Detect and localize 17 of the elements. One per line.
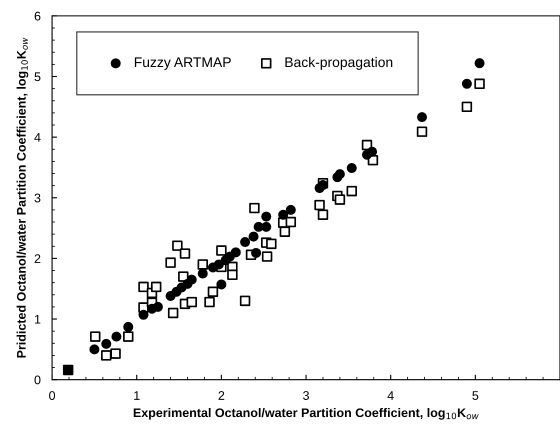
y-tick-label: 4 (34, 133, 41, 142)
y-axis-title: Pridicted Octanol/water Partition Coefficient, log$_{10}$K$_{ow}$ (16, 38, 28, 358)
y-tick-label: 0 (34, 375, 40, 384)
x-tick-label: 2 (218, 391, 224, 400)
x-axis-title: Experimental Octanol/water Partition Coefficient, log$_{10}$K$_{ow}$ (134, 408, 479, 420)
y-tick-label: 5 (34, 72, 40, 82)
x-tick-label: 4 (388, 391, 394, 400)
x-tick-label: 3 (303, 391, 309, 400)
x-tick-label: 0 (49, 391, 56, 400)
y-tick-label: 3 (34, 194, 40, 202)
legend-label: Fuzzy ARTMAP (134, 57, 231, 70)
legend-label: Back-propagation (285, 56, 392, 70)
y-tick-label: 1 (34, 314, 40, 324)
x-tick-label: 1 (134, 391, 140, 400)
y-tick-label: 2 (34, 254, 40, 263)
y-tick-label: 6 (34, 12, 40, 21)
x-tick-label: 5 (472, 391, 478, 400)
